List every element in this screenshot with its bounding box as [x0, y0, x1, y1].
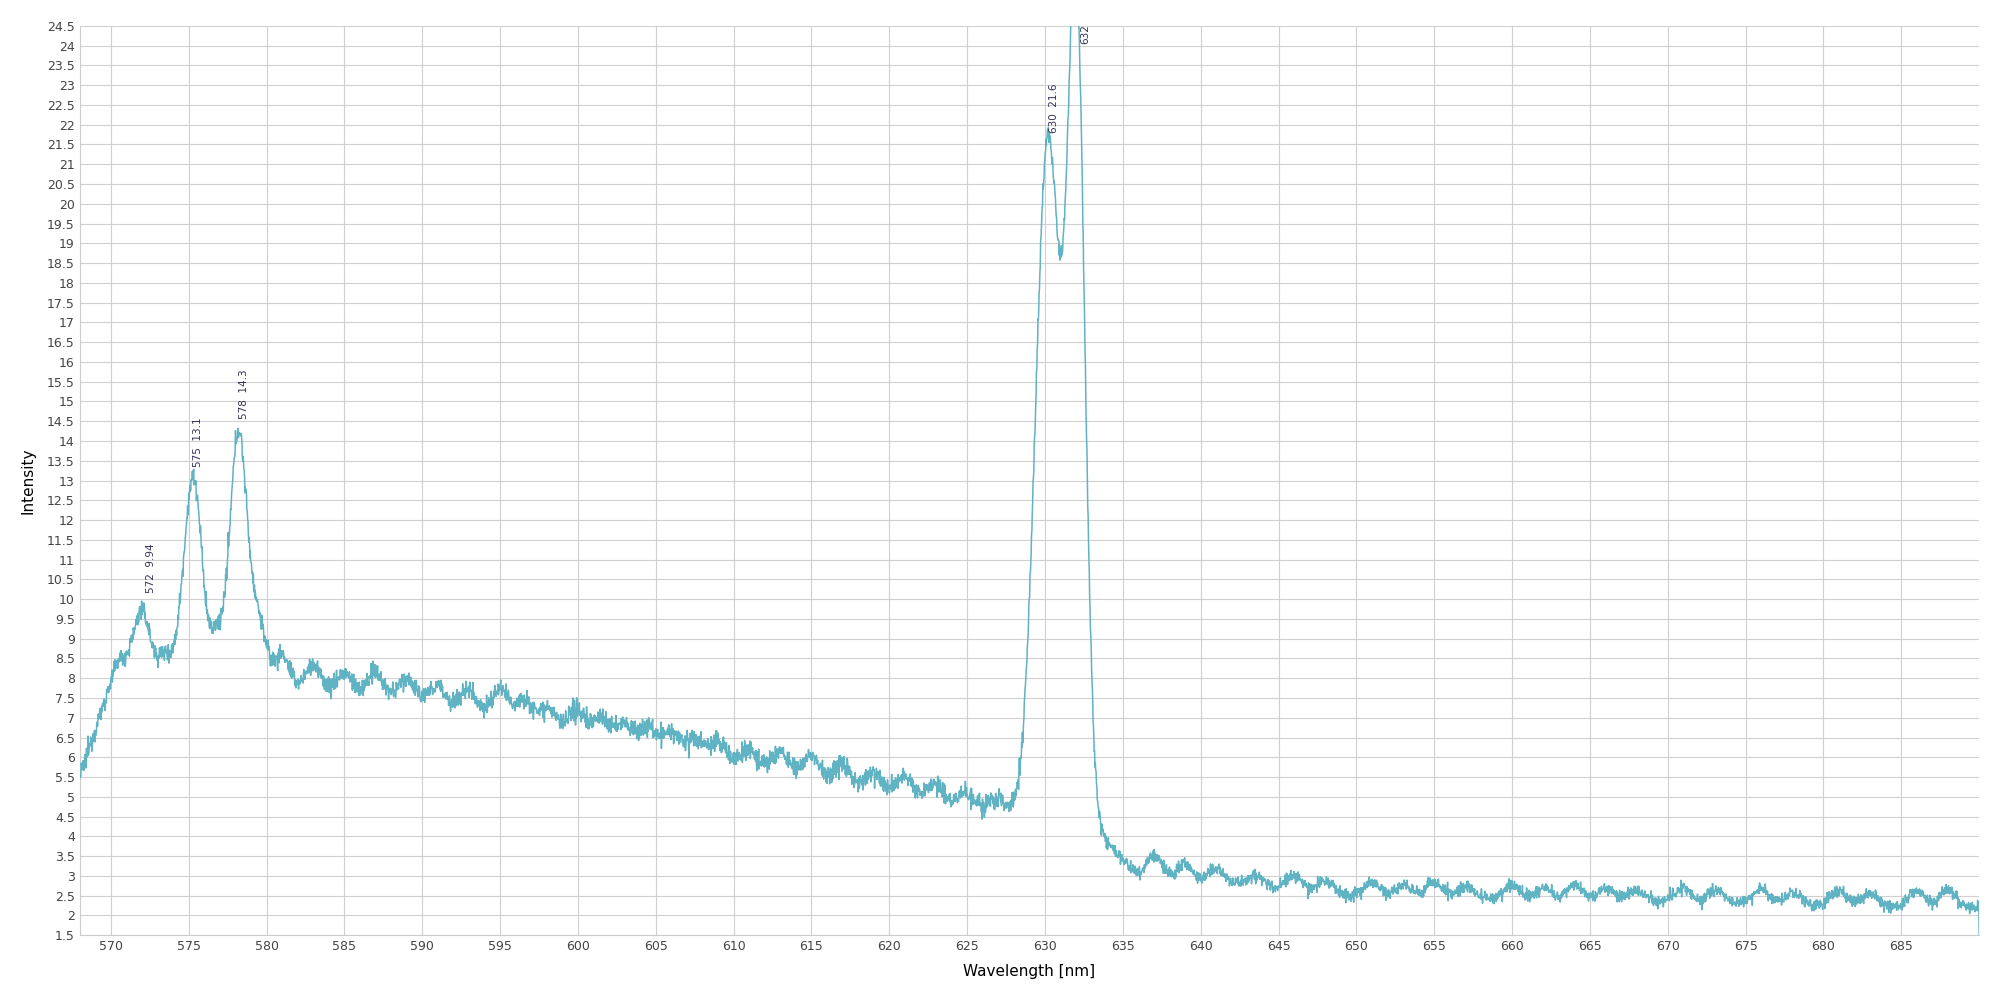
Text: 575  13.1: 575 13.1 [192, 417, 202, 467]
Text: 632: 632 [1080, 24, 1090, 44]
Text: 578  14.3: 578 14.3 [240, 370, 250, 419]
Text: 630  21.6: 630 21.6 [1048, 83, 1058, 133]
Text: 572  9.94: 572 9.94 [146, 544, 156, 593]
Y-axis label: Intensity: Intensity [20, 447, 36, 514]
X-axis label: Wavelength [nm]: Wavelength [nm] [964, 964, 1096, 979]
